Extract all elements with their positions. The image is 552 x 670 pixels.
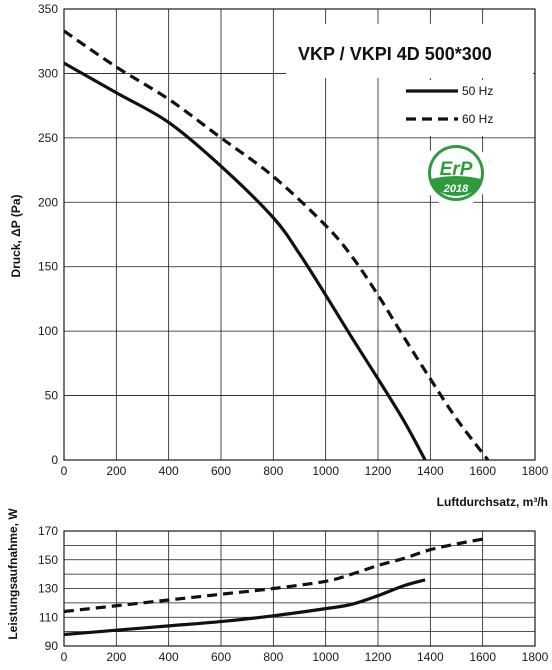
power-x-tick-1200: 1200 <box>365 650 392 664</box>
pressure-y-tick-50: 50 <box>45 389 59 403</box>
power-y-tick-170: 170 <box>38 524 58 538</box>
power-y-tick-90: 90 <box>45 639 59 653</box>
pressure-y-tick-0: 0 <box>51 453 58 467</box>
x-axis-title: Luftdurchsatz, m³/h <box>437 495 548 509</box>
pressure-x-tick-1800: 1800 <box>522 464 549 478</box>
pressure-y-tick-350: 350 <box>38 2 58 16</box>
pressure-x-tick-1600: 1600 <box>469 464 496 478</box>
pressure-x-tick-0: 0 <box>61 464 68 478</box>
power-x-tick-1000: 1000 <box>312 650 339 664</box>
power-y-tick-130: 130 <box>38 582 58 596</box>
pressure-x-tick-800: 800 <box>263 464 283 478</box>
legend: 50 Hz 60 Hz <box>398 80 508 136</box>
power-x-tick-1600: 1600 <box>469 650 496 664</box>
pressure-y-tick-300: 300 <box>38 66 58 80</box>
pressure-y-tick-100: 100 <box>38 324 58 338</box>
power-x-tick-0: 0 <box>61 650 68 664</box>
y-axis-title-power: Leistungsaufnahme, W <box>6 508 20 640</box>
pressure-x-tick-200: 200 <box>106 464 126 478</box>
pressure-x-tick-600: 600 <box>211 464 231 478</box>
y-axis-title-pressure: Druck, ΔP (Pa) <box>9 194 23 277</box>
power-x-tick-200: 200 <box>106 650 126 664</box>
erp-badge-text: ErP <box>440 159 473 180</box>
power-x-tick-1800: 1800 <box>522 650 549 664</box>
power-y-tick-110: 110 <box>39 610 58 624</box>
power-curve-60hz <box>64 538 488 611</box>
power-curve-50hz <box>64 580 425 635</box>
legend-label-50hz: 50 Hz <box>462 84 493 98</box>
power-curves <box>64 538 488 634</box>
pressure-x-tick-400: 400 <box>159 464 179 478</box>
power-y-tick-150: 150 <box>38 553 58 567</box>
legend-label-60hz: 60 Hz <box>462 112 493 126</box>
pressure-x-tick-1200: 1200 <box>365 464 392 478</box>
erp-badge-year: 2018 <box>443 183 469 195</box>
pressure-y-tick-250: 250 <box>38 131 58 145</box>
pressure-y-tick-200: 200 <box>38 195 58 209</box>
power-x-tick-400: 400 <box>159 650 179 664</box>
power-chart: 0 200 400 600 800 1000 1200 1400 1600 1800 90 110 13… <box>6 508 549 664</box>
pressure-x-tick-1000: 1000 <box>312 464 339 478</box>
chart-title: VKP / VKPI 4D 500*300 <box>298 44 492 64</box>
power-x-tick-1400: 1400 <box>417 650 444 664</box>
power-x-tick-800: 800 <box>263 650 283 664</box>
pressure-y-tick-150: 150 <box>38 260 58 274</box>
power-x-tick-600: 600 <box>211 650 231 664</box>
erp-badge-icon: ErP 2018 <box>422 139 490 207</box>
pressure-x-tick-1400: 1400 <box>417 464 444 478</box>
pressure-curve-50hz <box>64 63 425 460</box>
pressure-chart: 0 200 400 600 800 1000 1200 1400 1600 1800 0 50 100 1… <box>9 2 549 509</box>
